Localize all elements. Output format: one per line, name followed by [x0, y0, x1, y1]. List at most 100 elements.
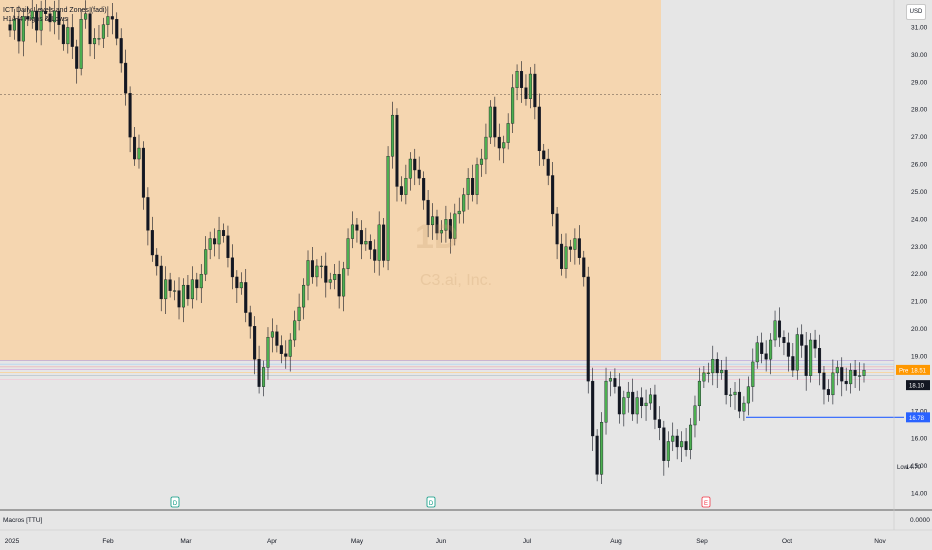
candle-body [546, 158, 550, 176]
candle-body [737, 391, 741, 412]
candle-body [350, 224, 355, 239]
candle-body [862, 369, 866, 376]
candle-body [782, 337, 786, 343]
candle-body [373, 249, 377, 261]
time-axis[interactable]: 2025 Feb Mar Apr May Jun Jul Aug Sep Oct Nov [5, 538, 887, 545]
candle-body [760, 342, 764, 354]
candle-body [840, 367, 844, 382]
candle-body [253, 326, 257, 360]
pre-market-value: 18.51 [911, 368, 927, 374]
y-tick-label: 20.00 [911, 326, 928, 333]
candle-body [101, 24, 105, 39]
candle-body [390, 114, 395, 157]
y-tick-label: 14.00 [911, 491, 928, 498]
candle-body [831, 372, 835, 396]
candle-body [44, 10, 48, 14]
candle-body [524, 87, 528, 99]
candle-body [324, 265, 328, 283]
dividend-icon: D [426, 496, 436, 508]
candle-body [26, 16, 30, 20]
indicator-label-ict[interactable]: ICT Daily Levels and Zones (fadi) [3, 7, 107, 14]
candle-body [653, 394, 657, 420]
candle-body [586, 276, 590, 382]
candle-body [302, 284, 306, 308]
candle-body [688, 424, 693, 450]
macros-panel-label[interactable]: Macros [TTU] [3, 517, 43, 524]
macros-panel-value: 0.0000 [910, 517, 930, 524]
candle-body [70, 27, 74, 47]
candle-body [257, 358, 261, 387]
x-tick-label: Nov [874, 538, 886, 545]
candle-body [497, 136, 501, 149]
candle-body [359, 230, 363, 245]
candle-body [422, 178, 426, 201]
candle-body [173, 290, 177, 292]
price-axis[interactable]: 31.00 30.00 29.00 28.00 27.00 26.00 25.00 24.00… [911, 24, 928, 497]
candle-body [720, 369, 724, 374]
candle-body [88, 13, 92, 45]
y-tick-label: 17.00 [911, 408, 928, 415]
pre-market-label: Pre [899, 368, 909, 374]
candle-body [617, 386, 621, 415]
candle-body [213, 238, 217, 245]
x-tick-label: Aug [610, 538, 622, 545]
candle-body [306, 260, 310, 286]
candle-body [511, 87, 515, 124]
candle-body [319, 265, 323, 267]
candle-body [66, 27, 70, 45]
candle-body [444, 219, 448, 231]
candle-body [382, 224, 386, 261]
candle-body [826, 389, 830, 396]
currency-button[interactable]: USD [906, 4, 926, 20]
candle-body [106, 16, 110, 25]
candle-body [591, 380, 595, 437]
candle-body [822, 372, 826, 390]
candle-body [270, 331, 274, 338]
candle-body [75, 46, 79, 69]
event-marker-box [426, 496, 436, 508]
candle-body [244, 282, 248, 313]
candle-body [675, 435, 679, 448]
candle-body [515, 71, 519, 88]
candle-body [817, 348, 822, 374]
candle-body [600, 422, 604, 475]
candle-body [119, 38, 123, 64]
candle-body [133, 136, 137, 160]
candle-body [533, 73, 537, 108]
candle-body [199, 273, 203, 289]
candle-body [48, 13, 52, 23]
x-tick-label: Mar [180, 538, 192, 545]
candle-body [386, 156, 390, 261]
last-price-tag [906, 380, 930, 391]
candle-body [21, 16, 25, 42]
candle-body [364, 241, 368, 245]
candle-body [595, 435, 599, 475]
candle-body [755, 342, 759, 363]
candle-body [519, 71, 524, 88]
candle-body [724, 369, 728, 396]
candle-body [297, 306, 301, 322]
candle-body [195, 279, 199, 289]
candle-body [479, 158, 484, 165]
candle-body [17, 18, 21, 42]
candle-body [764, 353, 768, 360]
candle-body [337, 273, 341, 297]
indicator-label-highs-lows[interactable]: H1/H4 Highs & Lows [3, 16, 68, 23]
candle-body [97, 38, 101, 40]
x-tick-label: May [351, 538, 364, 545]
y-tick-label: 19.00 [911, 353, 928, 360]
candle-body [35, 10, 39, 31]
candle-body [155, 254, 159, 267]
candle-body [711, 358, 715, 374]
candle-body [110, 16, 114, 20]
candle-body [555, 213, 559, 245]
low-label: Low [897, 465, 909, 471]
candle-body [288, 339, 292, 357]
candle-body [786, 342, 790, 357]
y-tick-label: 28.00 [911, 107, 928, 114]
x-tick-label: Jun [436, 538, 447, 545]
candle-body [773, 320, 777, 341]
y-tick-label: 26.00 [911, 162, 928, 169]
